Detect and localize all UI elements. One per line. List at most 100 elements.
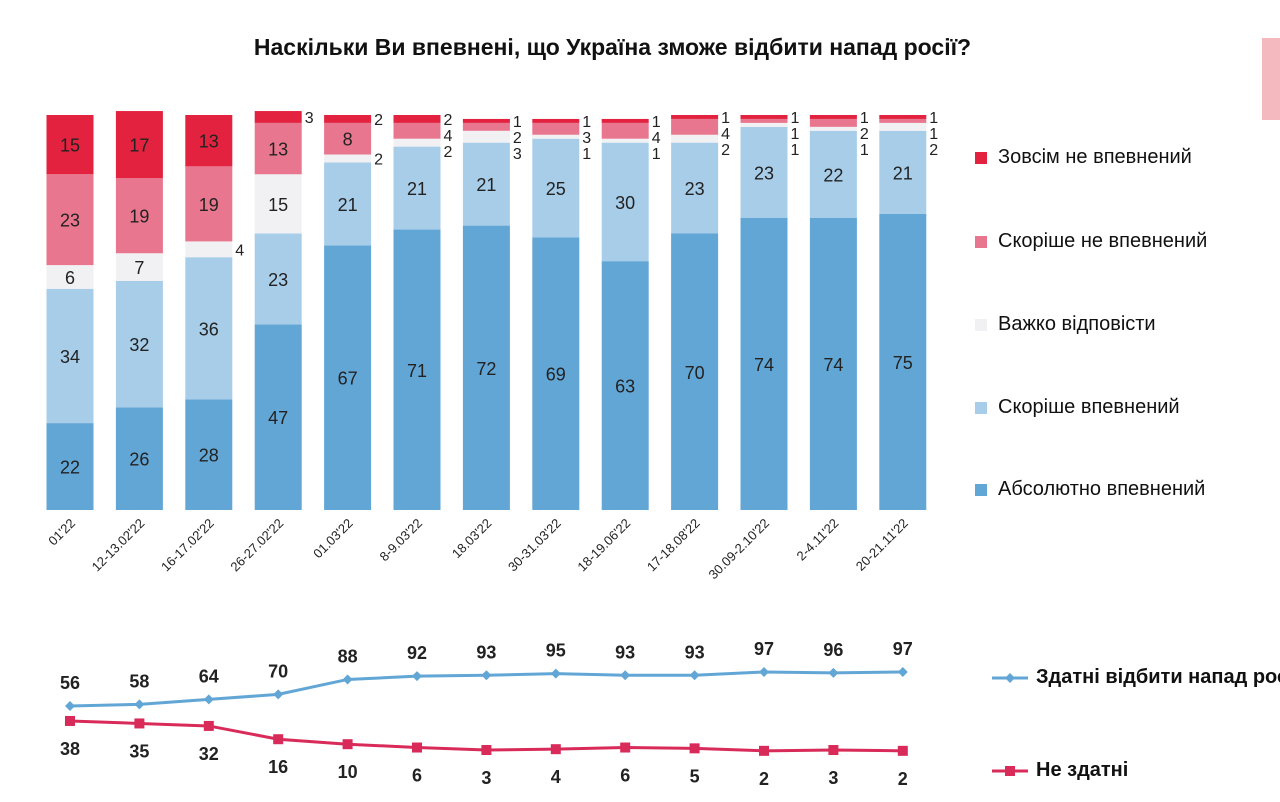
bar-segment [740,118,788,123]
data-label: 1 [652,114,661,131]
bar-segment [115,253,163,281]
data-label: 1 [513,114,522,131]
data-point [342,739,353,750]
x-tick-label: 18.03'22 [449,516,495,562]
x-tick-label: 12-13.02'22 [89,516,148,575]
bar-segment [185,115,233,167]
data-label: 30 [615,193,635,213]
data-label: 74 [754,355,774,375]
data-label: 32 [199,744,219,764]
bar-segment [671,233,719,510]
data-label: 71 [407,361,427,381]
bar-segment [393,115,441,123]
legend-label: Скоріше не впевнений [998,230,1208,252]
bar-segment [324,122,372,155]
data-label: 3 [305,110,314,127]
data-label: 4 [721,126,730,143]
data-label: 63 [615,377,635,397]
data-label: 21 [476,175,496,195]
data-point [897,745,908,756]
data-point [203,694,214,705]
data-label: 3 [481,768,491,788]
data-label: 67 [338,369,358,389]
data-label: 23 [685,179,705,199]
legend-item: Абсолютно впевнений [975,478,1205,501]
bar-segment [740,217,788,510]
bar-segment [462,118,510,123]
legend-swatch [975,401,987,414]
legend-swatch [975,235,987,248]
data-label: 4 [444,128,453,145]
data-label: 2 [374,112,383,129]
data-label: 21 [338,195,358,215]
data-label: 1 [721,110,730,127]
legend-item: Здатні відбити напад росії [992,666,1280,689]
bar-segment [809,118,857,127]
data-label: 3 [828,768,838,788]
legend-item: Скоріше не впевнений [975,230,1207,253]
bar-segment [254,174,302,234]
data-label: 93 [615,642,635,662]
legend-swatch [975,318,987,331]
data-label: 1 [860,142,869,159]
data-label: 22 [823,165,843,185]
bar-segment [324,245,372,510]
bar-segment [532,134,580,139]
data-label: 19 [199,195,219,215]
data-label: 4 [551,767,561,787]
data-label: 4 [652,130,661,147]
bar-segment [46,265,94,289]
data-point [412,742,422,753]
x-tick-label: 26-27.02'22 [227,516,286,575]
legend-label: Здатні відбити напад росії [1036,666,1280,688]
bar-segment [671,118,719,135]
data-label: 93 [685,642,705,662]
bar-segment [324,154,372,163]
data-label: 3 [513,146,522,163]
legend-item: Не здатні [992,759,1128,782]
legend-swatch [975,483,987,496]
data-label: 1 [791,126,800,143]
bar-segment [740,122,788,127]
data-point [273,689,284,700]
data-label: 6 [65,268,75,288]
x-tick-label: 01'22 [45,516,78,549]
data-label: 15 [268,195,288,215]
data-label: 8 [343,130,353,150]
bar-segment [185,166,233,242]
data-label: 28 [199,446,219,466]
chart-title: Наскільки Ви впевнені, що Україна зможе … [253,34,972,60]
bar-segment [462,225,510,510]
data-point [620,670,631,681]
data-point [550,744,561,755]
bar-segment [46,288,94,424]
bar-segment [532,237,580,510]
data-label: 2 [721,142,730,159]
data-label: 56 [60,673,80,693]
data-label: 2 [374,151,383,168]
data-label: 95 [546,641,566,661]
bar-segment [393,122,441,139]
bar-segment [254,111,302,123]
legend-label: Скоріше впевнений [998,396,1180,418]
bar-segment [462,122,510,131]
bar-segment [46,174,94,266]
x-tick-label: 01.03'22 [310,516,356,562]
data-label: 26 [129,450,149,470]
bar-segment [393,138,441,147]
data-label: 58 [129,671,149,691]
data-label: 7 [134,258,144,278]
data-label: 25 [546,179,566,199]
bar-segment [879,118,927,123]
x-tick-label: 17-18.08'22 [644,516,703,575]
bar-segment [46,115,94,175]
bar-segment [809,217,857,510]
data-label: 36 [199,319,219,339]
data-label: 2 [444,112,453,129]
bar-segment [879,213,927,510]
bar-segment [254,122,302,175]
bar-segment [115,178,163,254]
data-label: 70 [685,363,705,383]
data-label: 23 [60,211,80,231]
bar-segment [671,134,719,143]
